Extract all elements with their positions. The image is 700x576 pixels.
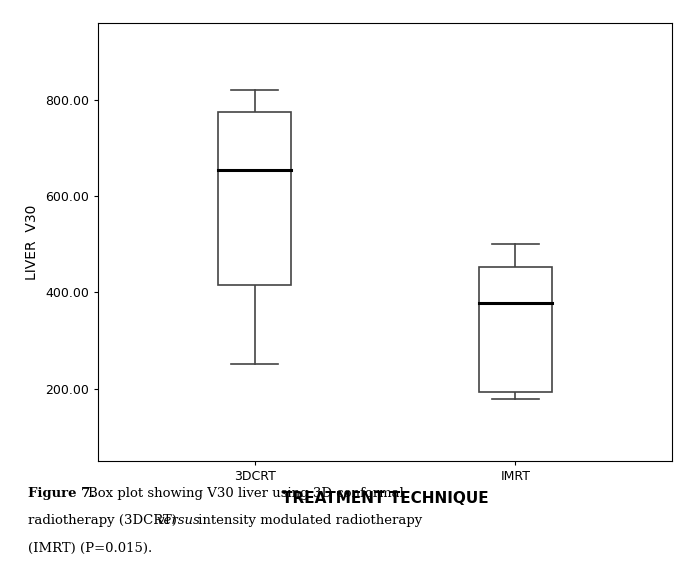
Bar xyxy=(479,267,552,392)
Text: intensity modulated radiotherapy: intensity modulated radiotherapy xyxy=(194,514,422,528)
Text: radiotherapy (3DCRT): radiotherapy (3DCRT) xyxy=(28,514,181,528)
X-axis label: TREATMENT TECHNIQUE: TREATMENT TECHNIQUE xyxy=(281,491,489,506)
Text: Box plot showing V30 liver using 3D conformal: Box plot showing V30 liver using 3D conf… xyxy=(88,487,403,500)
Text: Figure 7.: Figure 7. xyxy=(28,487,95,500)
Text: versus: versus xyxy=(156,514,200,528)
Y-axis label: LIVER  V30: LIVER V30 xyxy=(25,204,39,279)
Bar xyxy=(218,112,291,285)
Text: (IMRT) (P=0.015).: (IMRT) (P=0.015). xyxy=(28,542,153,555)
